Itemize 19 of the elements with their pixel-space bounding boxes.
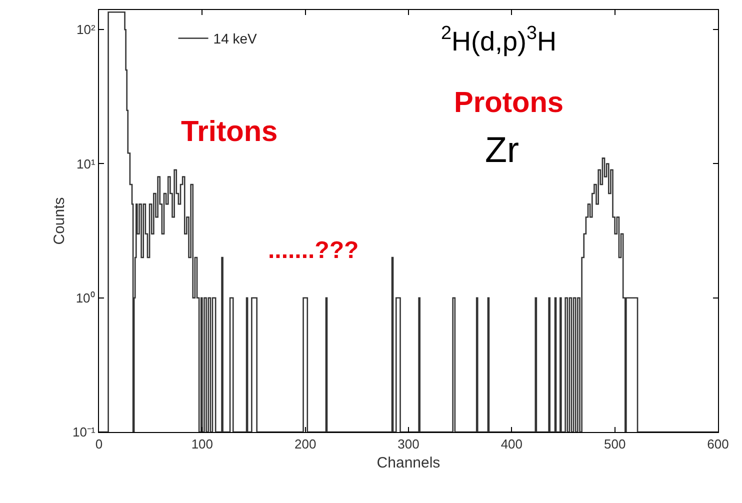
- x-tick-label: 100: [191, 436, 214, 452]
- annotation: Tritons: [181, 116, 278, 148]
- y-tick-label: 10⁻¹: [72, 424, 96, 440]
- x-tick-label: 200: [294, 436, 316, 452]
- y-tick-label: 10⁰: [76, 290, 96, 306]
- x-tick-label: 0: [95, 436, 103, 452]
- y-tick-label: 10²: [76, 22, 96, 38]
- y-axis-title: Counts: [50, 197, 68, 245]
- annotation: .......???: [268, 237, 359, 264]
- x-tick-label: 300: [398, 436, 420, 452]
- legend-label: 14 keV: [213, 30, 258, 47]
- y-tick-label: 10¹: [76, 156, 96, 172]
- x-tick-label: 500: [604, 436, 626, 452]
- x-axis-title: Channels: [376, 454, 440, 472]
- annotation: Zr: [485, 129, 519, 170]
- annotation: $^{2}$H(d,p)$^{3}$H: [441, 23, 557, 56]
- annotation: Protons: [454, 87, 564, 119]
- x-tick-label: 600: [707, 436, 729, 452]
- x-tick-label: 400: [500, 436, 523, 452]
